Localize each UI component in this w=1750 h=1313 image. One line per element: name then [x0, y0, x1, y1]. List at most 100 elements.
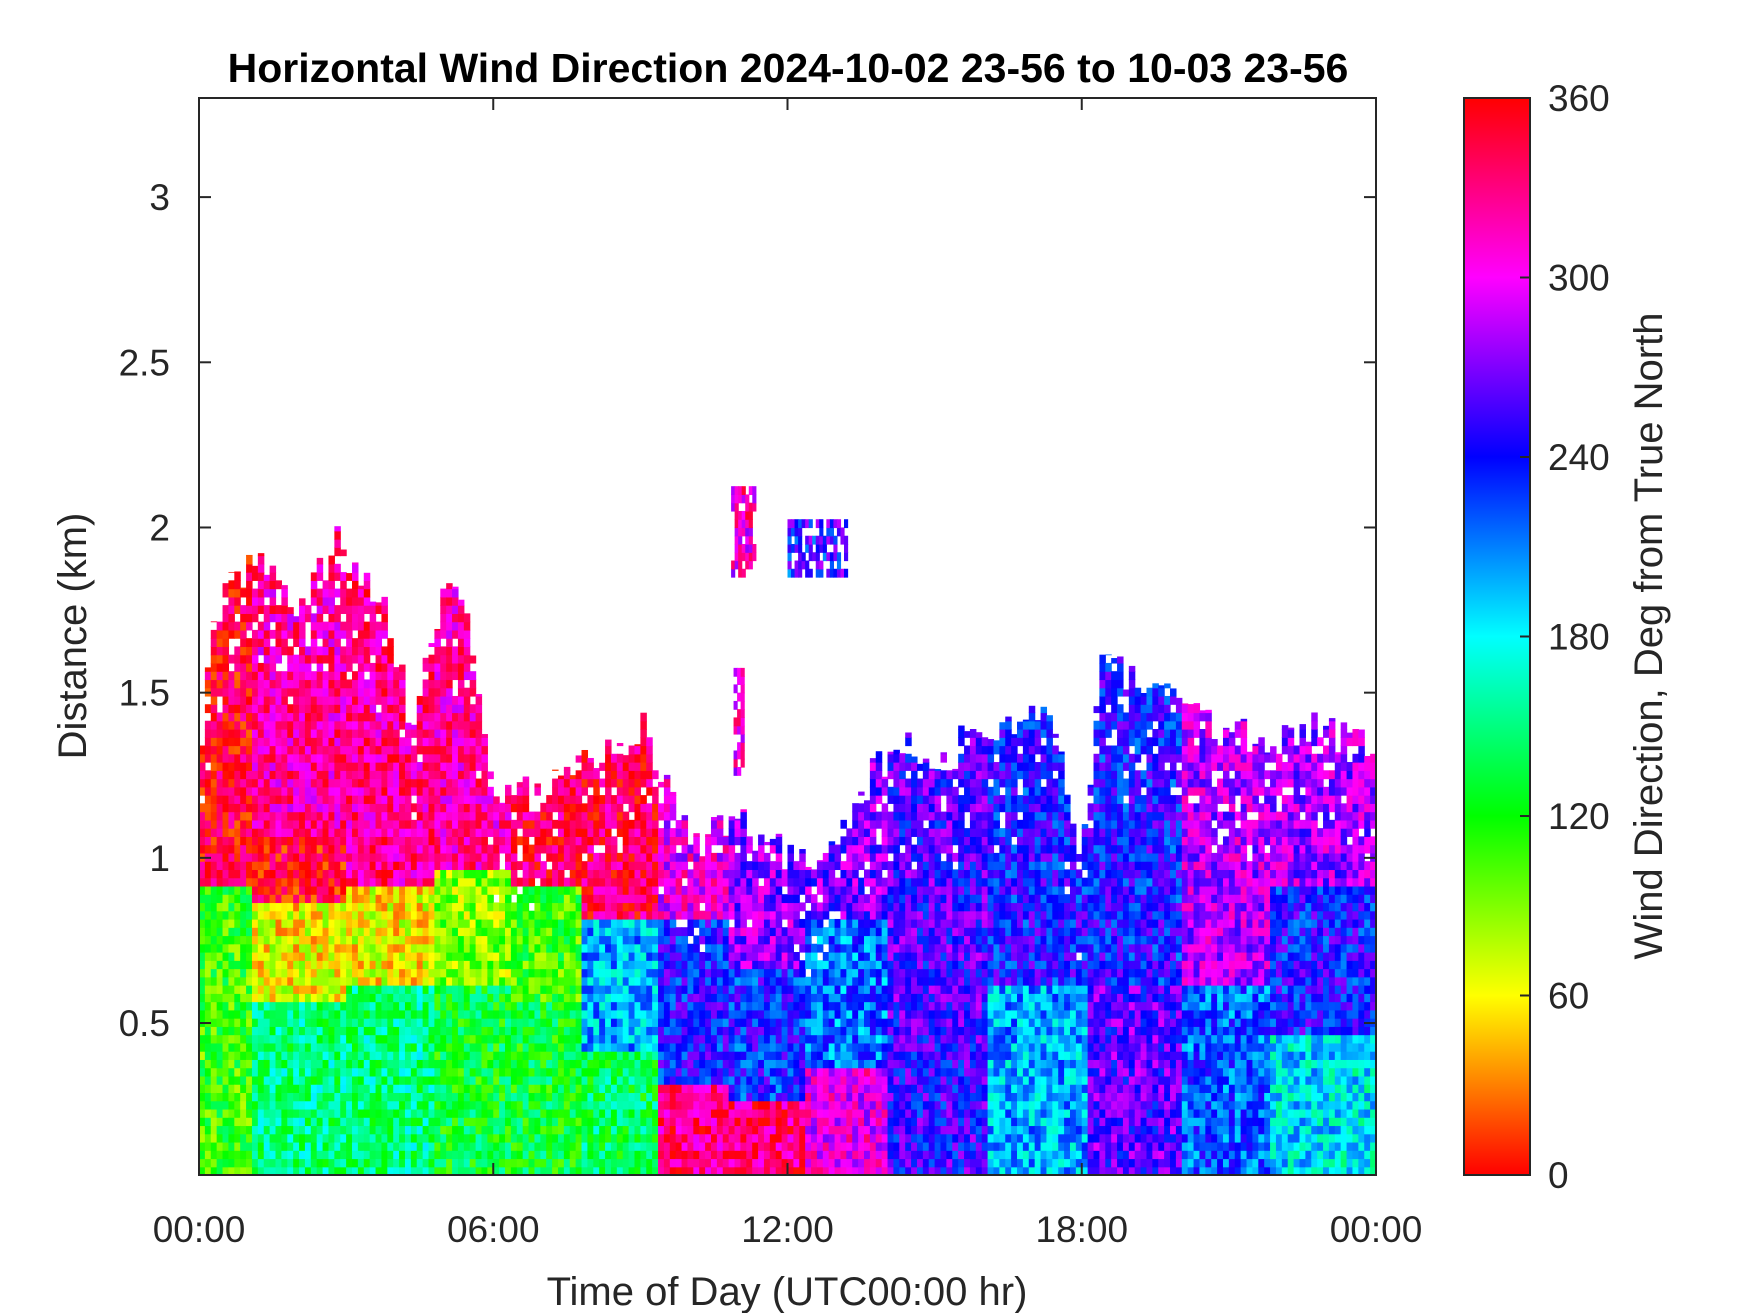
- heatmap-cell: [293, 1108, 300, 1118]
- heatmap-cell: [369, 729, 377, 738]
- heatmap-cell: [693, 1001, 700, 1011]
- heatmap-cell: [610, 861, 618, 871]
- heatmap-cell: [422, 687, 430, 697]
- heatmap-cell: [393, 1084, 400, 1094]
- heatmap-cell: [210, 646, 218, 656]
- heatmap-cell: [669, 927, 677, 937]
- heatmap-cell: [340, 1133, 347, 1143]
- heatmap-cell: [563, 1150, 571, 1160]
- heatmap-cell: [557, 885, 565, 895]
- heatmap-cell: [340, 1018, 347, 1027]
- heatmap-cell: [457, 605, 465, 614]
- heatmap-cell: [234, 910, 241, 920]
- heatmap-cell: [616, 885, 624, 895]
- heatmap-cell: [257, 1067, 265, 1077]
- heatmap-cell: [316, 588, 324, 598]
- heatmap-cell: [675, 869, 683, 879]
- heatmap-cell: [304, 654, 312, 664]
- heatmap-cell: [399, 852, 406, 862]
- heatmap-cell: [457, 1133, 465, 1143]
- heatmap-cell: [304, 605, 312, 614]
- heatmap-cell: [204, 968, 212, 978]
- heatmap-cell: [352, 1125, 359, 1135]
- heatmap-cell: [310, 943, 318, 953]
- heatmap-cell: [516, 1034, 524, 1044]
- heatmap-cell: [534, 1001, 541, 1011]
- heatmap-cell: [422, 844, 430, 854]
- heatmap-cell: [481, 811, 488, 821]
- heatmap-cell: [375, 770, 383, 780]
- heatmap-cell: [528, 894, 536, 904]
- heatmap-cell: [652, 1018, 659, 1027]
- heatmap-cell: [352, 712, 359, 722]
- heatmap-cell: [522, 935, 530, 945]
- heatmap-cell: [452, 952, 459, 961]
- heatmap-cell: [293, 1051, 300, 1060]
- heatmap-cell: [275, 952, 282, 961]
- heatmap-cell: [557, 1125, 565, 1135]
- heatmap-cell: [199, 968, 206, 978]
- heatmap-cell: [575, 1133, 583, 1143]
- heatmap-cell: [557, 993, 565, 1003]
- heatmap-cell: [499, 935, 506, 945]
- heatmap-cell: [681, 885, 689, 895]
- heatmap-cell: [499, 976, 506, 986]
- heatmap-cell: [622, 1141, 630, 1151]
- heatmap-cell: [493, 918, 500, 928]
- heatmap-cell: [216, 927, 224, 937]
- heatmap-cell: [534, 985, 541, 994]
- heatmap-cell: [675, 1001, 683, 1011]
- heatmap-cell: [299, 629, 306, 639]
- heatmap-cell: [369, 1125, 377, 1135]
- heatmap-cell: [381, 1059, 388, 1069]
- heatmap-cell: [375, 1034, 383, 1044]
- heatmap-cell: [481, 1166, 488, 1175]
- heatmap-cell: [410, 753, 418, 763]
- heatmap-cell: [587, 770, 594, 780]
- heatmap-cell: [663, 1133, 671, 1143]
- heatmap-cell: [493, 1026, 500, 1036]
- heatmap-cell: [581, 786, 589, 796]
- heatmap-cell: [369, 803, 377, 813]
- heatmap-cell: [363, 803, 371, 813]
- heatmap-cell: [640, 1150, 647, 1160]
- heatmap-cell: [605, 927, 612, 937]
- heatmap-cell: [375, 1150, 383, 1160]
- heatmap-cell: [216, 1001, 224, 1011]
- heatmap-cell: [434, 935, 441, 945]
- heatmap-cell: [610, 803, 618, 813]
- heatmap-cell: [434, 1051, 441, 1060]
- heatmap-cell: [357, 695, 365, 705]
- heatmap-cell: [316, 786, 324, 796]
- heatmap-cell: [363, 1034, 371, 1044]
- heatmap-cell: [357, 1009, 365, 1019]
- heatmap-cell: [269, 828, 277, 837]
- heatmap-cell: [287, 852, 294, 862]
- heatmap-cell: [628, 960, 636, 970]
- heatmap-cell: [646, 770, 653, 780]
- heatmap-cell: [516, 1018, 524, 1027]
- heatmap-cell: [599, 993, 606, 1003]
- heatmap-cell: [257, 1166, 265, 1175]
- heatmap-cell: [687, 902, 694, 912]
- heatmap-cell: [334, 1009, 341, 1019]
- heatmap-cell: [263, 1026, 271, 1036]
- heatmap-cell: [310, 819, 318, 829]
- heatmap-cell: [199, 1166, 206, 1175]
- heatmap-cell: [516, 902, 524, 912]
- heatmap-cell: [251, 910, 259, 920]
- heatmap-cell: [428, 1059, 435, 1069]
- heatmap-cell: [263, 646, 271, 656]
- heatmap-cell: [199, 1150, 206, 1160]
- heatmap-cell: [510, 943, 518, 953]
- heatmap-cell: [616, 795, 624, 804]
- heatmap-cell: [634, 753, 641, 763]
- heatmap-cell: [563, 885, 571, 895]
- heatmap-cell: [228, 786, 235, 796]
- heatmap-cell: [352, 1067, 359, 1077]
- heatmap-cell: [387, 927, 394, 937]
- heatmap-cell: [316, 1051, 324, 1060]
- heatmap-cell: [481, 1133, 488, 1143]
- heatmap-cell: [446, 836, 453, 846]
- heatmap-cell: [493, 1092, 500, 1102]
